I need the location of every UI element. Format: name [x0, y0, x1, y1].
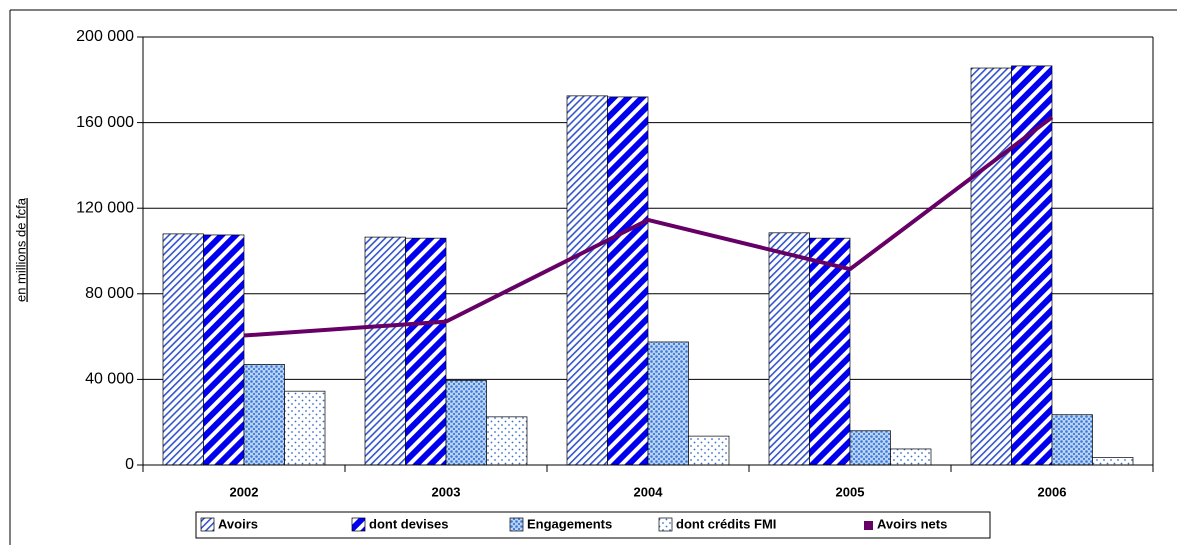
bar	[1092, 457, 1134, 466]
bar	[688, 435, 730, 466]
bar	[1011, 65, 1053, 466]
bar	[1051, 414, 1093, 466]
bar	[203, 234, 245, 466]
legend-swatch	[351, 517, 366, 532]
legend-swatch	[658, 517, 673, 532]
bar	[486, 416, 528, 466]
y-tick-label: 200 000	[76, 28, 134, 45]
y-tick-label: 0	[125, 456, 134, 473]
y-tick-label: 80 000	[85, 285, 134, 302]
bar	[566, 95, 608, 466]
y-tick-label: 160 000	[76, 114, 134, 131]
bar	[768, 232, 810, 466]
legend-swatch	[200, 517, 215, 532]
bar	[647, 341, 689, 466]
x-tick-label: 2003	[432, 484, 461, 499]
bar	[243, 364, 285, 466]
x-tick-label: 2005	[836, 484, 865, 499]
legend-box	[195, 511, 991, 539]
y-tick-label: 40 000	[85, 371, 134, 388]
y-axis-label: en millions de fcfa	[13, 197, 28, 302]
line	[243, 115, 1054, 338]
bar	[890, 448, 932, 466]
y-tick-label: 120 000	[76, 199, 134, 216]
legend-swatch	[509, 517, 524, 532]
bar	[849, 430, 891, 466]
bar	[405, 237, 447, 466]
legend-label: Avoirs nets	[877, 516, 947, 531]
legend-label: dont crédits FMI	[676, 516, 776, 531]
x-tick-label: 2006	[1038, 484, 1067, 499]
bar	[970, 67, 1012, 466]
x-tick-label: 2002	[230, 484, 259, 499]
x-tick-label: 2004	[634, 484, 664, 499]
bar	[162, 233, 204, 466]
bar	[284, 390, 326, 466]
bar	[445, 380, 487, 466]
legend-label: Engagements	[527, 516, 612, 531]
legend-label: Avoirs	[218, 516, 258, 531]
legend-swatch	[864, 521, 873, 530]
bar	[809, 237, 851, 466]
bar	[607, 96, 649, 466]
legend-label: dont devises	[369, 516, 448, 531]
bar	[364, 236, 406, 466]
